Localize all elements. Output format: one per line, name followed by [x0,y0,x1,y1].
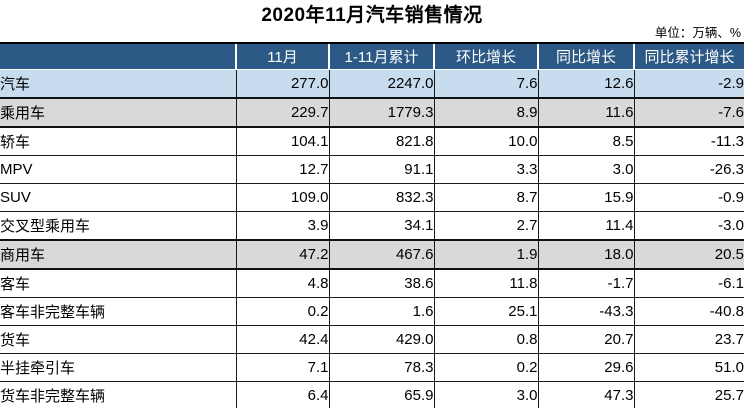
value-cell-mom-growth: 1.9 [433,239,539,270]
value-cell-yoy-growth: 47.3 [537,381,635,408]
row-label-cell: 货车 [0,325,237,354]
value-cell-yoy-growth: 11.6 [537,97,635,128]
value-cell-yoy-cum-growth: -11.3 [633,126,744,156]
row-label-cell: 商用车 [0,239,237,270]
value-cell-cumulative: 429.0 [328,325,435,354]
value-cell-yoy-cum-growth: -40.8 [633,297,744,326]
sales-table: 11月 1-11月累计 环比增长 同比增长 同比累计增长 汽车 277.0 22… [0,42,744,408]
value-cell-month: 109.0 [235,183,330,212]
value-cell-month: 47.2 [235,239,330,270]
value-cell-cumulative: 1779.3 [328,97,435,128]
value-cell-yoy-cum-growth: -26.3 [633,155,744,184]
table-row: 客车 4.8 38.6 11.8 -1.7 -6.1 [0,268,744,298]
value-cell-yoy-growth: 18.0 [537,239,635,270]
unit-label: 单位：万辆、% [654,26,741,40]
value-cell-cumulative: 821.8 [328,126,435,156]
column-header-yoy-growth: 同比增长 [537,42,634,70]
value-cell-cumulative: 832.3 [328,183,435,212]
value-cell-month: 277.0 [235,69,330,99]
value-cell-yoy-growth: -43.3 [537,297,635,326]
value-cell-month: 7.1 [235,353,330,382]
value-cell-month: 229.7 [235,97,330,128]
value-cell-mom-growth: 8.7 [433,183,539,212]
value-cell-cumulative: 34.1 [328,211,435,241]
value-cell-cumulative: 1.6 [328,297,435,326]
value-cell-month: 12.7 [235,155,330,184]
value-cell-yoy-growth: -1.7 [537,268,635,298]
value-cell-cumulative: 467.6 [328,239,435,270]
value-cell-yoy-growth: 11.4 [537,211,635,241]
row-label-cell: 货车非完整车辆 [0,381,237,408]
table-row: 轿车 104.1 821.8 10.0 8.5 -11.3 [0,126,744,156]
value-cell-yoy-cum-growth: -3.0 [633,211,744,241]
column-header-yoy-cum-growth: 同比累计增长 [633,42,744,70]
value-cell-mom-growth: 10.0 [433,126,539,156]
row-label-cell: 轿车 [0,126,237,156]
value-cell-yoy-growth: 3.0 [537,155,635,184]
row-label-cell: 乘用车 [0,97,237,128]
column-header-mom-growth: 环比增长 [433,42,538,70]
column-header-category [0,42,236,70]
value-cell-mom-growth: 0.2 [433,353,539,382]
table-row: 客车非完整车辆 0.2 1.6 25.1 -43.3 -40.8 [0,297,744,326]
value-cell-yoy-cum-growth: 23.7 [633,325,744,354]
value-cell-cumulative: 78.3 [328,353,435,382]
table-body: 汽车 277.0 2247.0 7.6 12.6 -2.9 乘用车 229.7 … [0,69,744,408]
value-cell-yoy-cum-growth: 20.5 [633,239,744,270]
row-label-cell: 客车非完整车辆 [0,297,237,326]
column-header-cumulative: 1-11月累计 [328,42,434,70]
value-cell-yoy-growth: 20.7 [537,325,635,354]
value-cell-yoy-cum-growth: 25.7 [633,381,744,408]
value-cell-yoy-cum-growth: -6.1 [633,268,744,298]
value-cell-mom-growth: 2.7 [433,211,539,241]
value-cell-cumulative: 65.9 [328,381,435,408]
row-label-cell: 半挂牵引车 [0,353,237,382]
value-cell-cumulative: 38.6 [328,268,435,298]
value-cell-mom-growth: 3.3 [433,155,539,184]
value-cell-yoy-cum-growth: -7.6 [633,97,744,128]
table-row: 乘用车 229.7 1779.3 8.9 11.6 -7.6 [0,97,744,128]
value-cell-yoy-growth: 29.6 [537,353,635,382]
column-header-month: 11月 [235,42,329,70]
value-cell-mom-growth: 0.8 [433,325,539,354]
table-row: SUV 109.0 832.3 8.7 15.9 -0.9 [0,183,744,212]
row-label-cell: MPV [0,155,237,184]
table-row: 半挂牵引车 7.1 78.3 0.2 29.6 51.0 [0,353,744,382]
value-cell-yoy-cum-growth: -2.9 [633,69,744,99]
row-label-cell: 汽车 [0,69,237,99]
table-row: 汽车 277.0 2247.0 7.6 12.6 -2.9 [0,69,744,99]
value-cell-month: 3.9 [235,211,330,241]
value-cell-yoy-growth: 8.5 [537,126,635,156]
table-row: 交叉型乘用车 3.9 34.1 2.7 11.4 -3.0 [0,211,744,241]
value-cell-mom-growth: 8.9 [433,97,539,128]
table-row: 货车非完整车辆 6.4 65.9 3.0 47.3 25.7 [0,381,744,408]
value-cell-mom-growth: 11.8 [433,268,539,298]
page-title: 2020年11月汽车销售情况 [261,5,483,26]
value-cell-month: 42.4 [235,325,330,354]
value-cell-month: 104.1 [235,126,330,156]
value-cell-month: 6.4 [235,381,330,408]
value-cell-mom-growth: 7.6 [433,69,539,99]
value-cell-yoy-growth: 15.9 [537,183,635,212]
header-row: 11月 1-11月累计 环比增长 同比增长 同比累计增长 [0,42,744,70]
value-cell-mom-growth: 25.1 [433,297,539,326]
value-cell-month: 4.8 [235,268,330,298]
table-row: 商用车 47.2 467.6 1.9 18.0 20.5 [0,239,744,270]
row-label-cell: 客车 [0,268,237,298]
value-cell-yoy-growth: 12.6 [537,69,635,99]
value-cell-cumulative: 2247.0 [328,69,435,99]
row-label-cell: 交叉型乘用车 [0,211,237,241]
value-cell-cumulative: 91.1 [328,155,435,184]
value-cell-month: 0.2 [235,297,330,326]
row-label-cell: SUV [0,183,237,212]
value-cell-yoy-cum-growth: 51.0 [633,353,744,382]
value-cell-mom-growth: 3.0 [433,381,539,408]
value-cell-yoy-cum-growth: -0.9 [633,183,744,212]
table-row: 货车 42.4 429.0 0.8 20.7 23.7 [0,325,744,354]
table-row: MPV 12.7 91.1 3.3 3.0 -26.3 [0,155,744,184]
